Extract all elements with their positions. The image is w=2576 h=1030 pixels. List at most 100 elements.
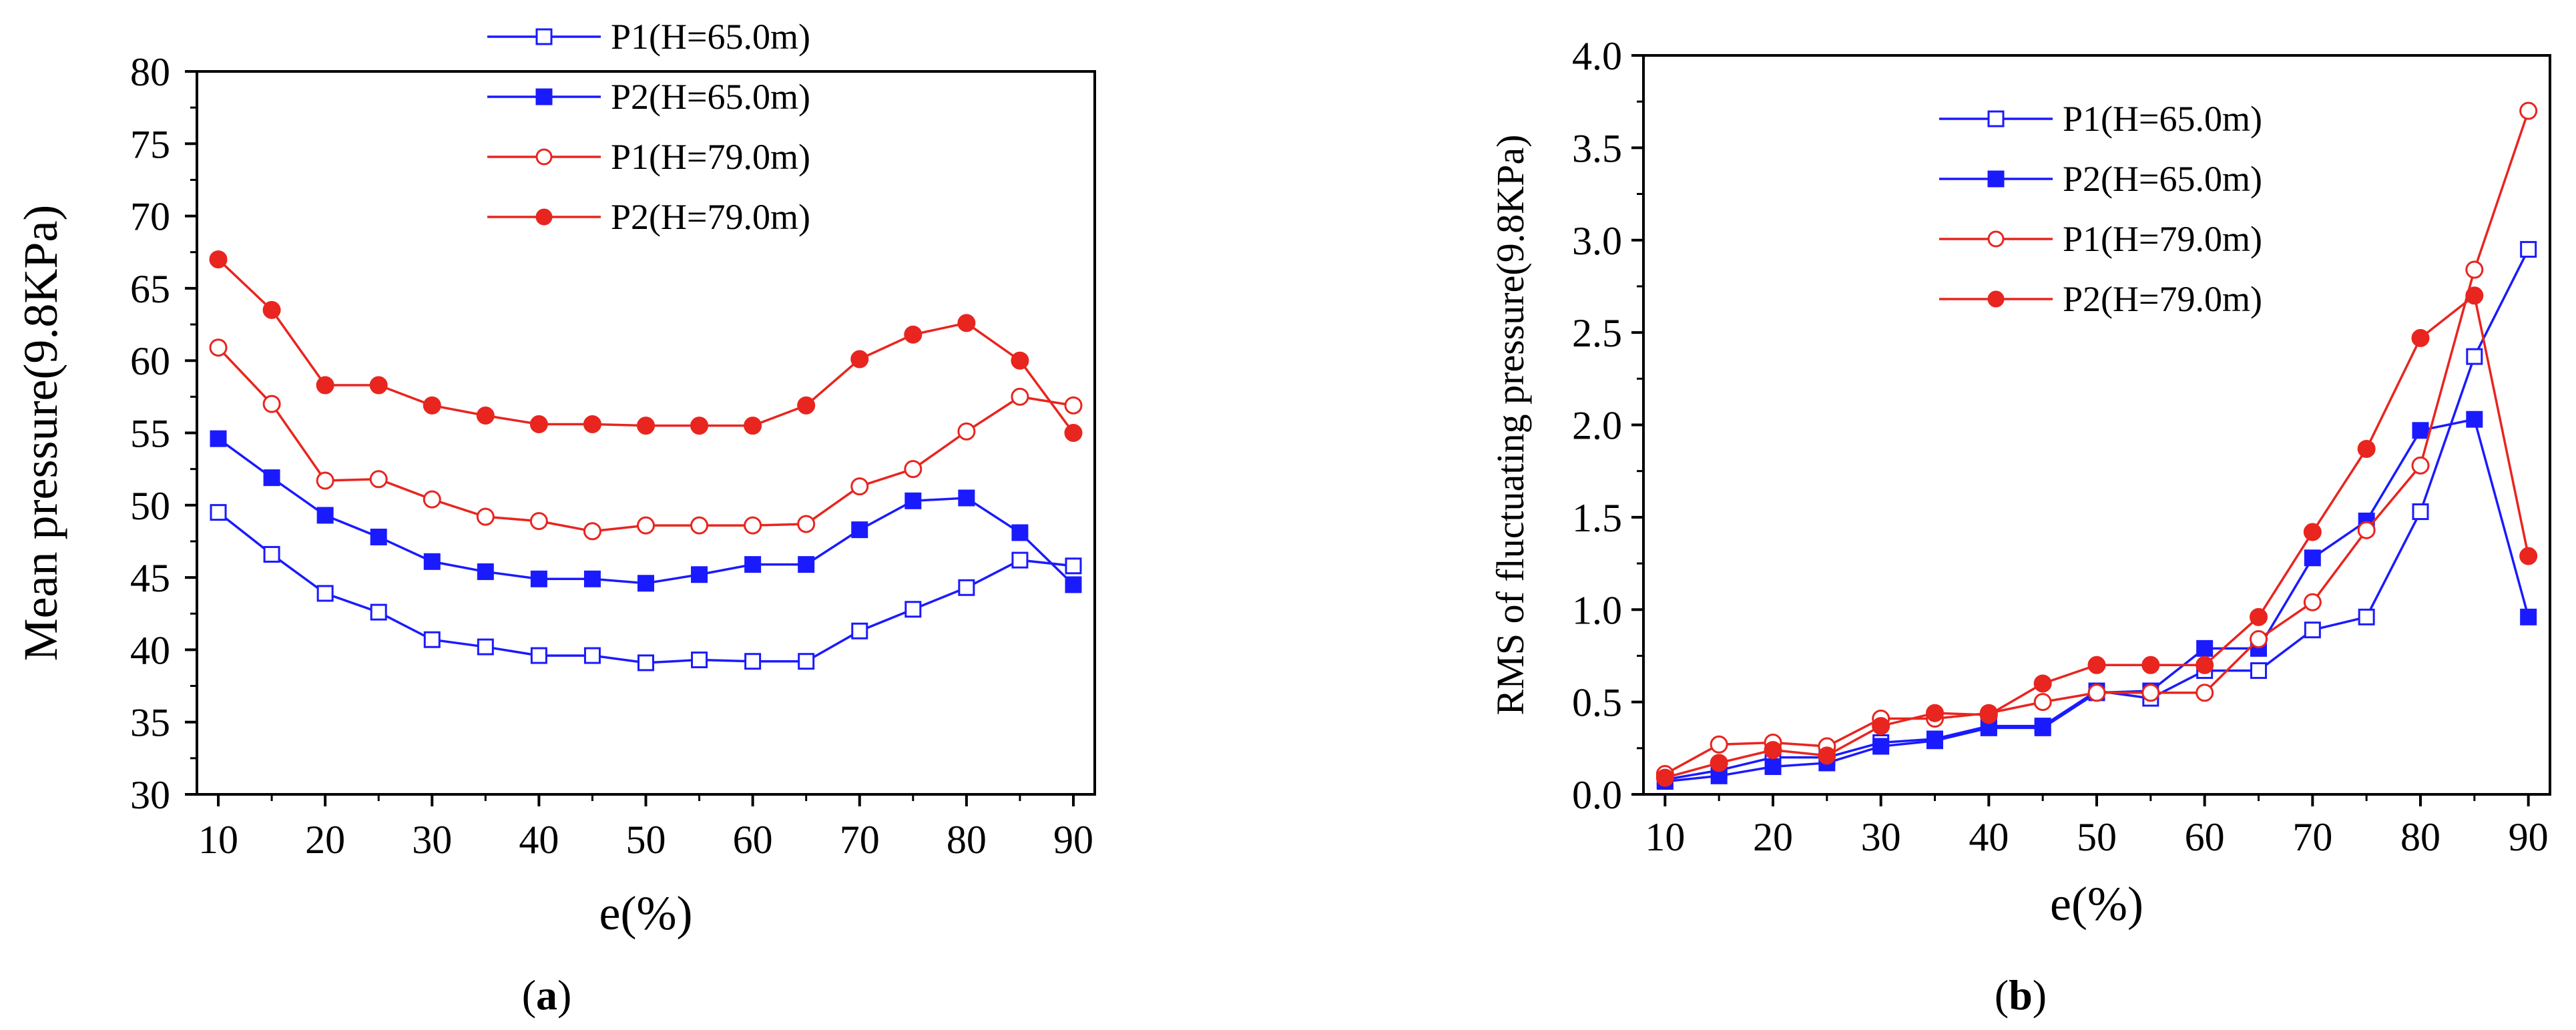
data-point (2357, 439, 2376, 458)
data-point (583, 570, 601, 587)
data-point (2250, 630, 2268, 649)
y-tick-label: 50 (130, 484, 170, 528)
data-point (2033, 674, 2052, 693)
data-point (851, 521, 868, 539)
data-point (1926, 732, 1943, 750)
data-point (2465, 260, 2484, 279)
data-point (851, 622, 868, 639)
x-tick-label: 10 (1645, 815, 1685, 859)
x-axis-title: e(%) (599, 886, 693, 940)
data-point (1818, 746, 1836, 765)
y-tick-label: 3.5 (1572, 126, 1622, 170)
data-point (477, 563, 494, 580)
data-point (1655, 768, 1674, 787)
data-point (1710, 754, 1728, 772)
y-tick-label: 0.5 (1572, 681, 1622, 725)
legend-marker (1987, 230, 2005, 248)
y-tick-label: 4.0 (1572, 34, 1622, 78)
x-tick-label: 20 (305, 818, 345, 862)
legend-label: P2(H=79.0m) (2063, 279, 2262, 319)
x-axis-title: e(%) (2050, 877, 2143, 931)
data-point (744, 516, 762, 535)
data-point (850, 350, 869, 368)
data-point (2141, 684, 2160, 702)
data-point (2412, 503, 2429, 521)
x-tick-label: 50 (626, 818, 666, 862)
x-tick-label: 20 (1753, 815, 1793, 859)
y-axis-title: RMS of fluctuating pressure(9.8KPa) (1489, 135, 1532, 716)
data-point (583, 522, 601, 541)
data-point (530, 647, 547, 664)
data-point (798, 556, 815, 573)
data-point (2303, 593, 2322, 611)
y-tick-label: 1.0 (1572, 588, 1622, 632)
data-point (1764, 741, 1782, 760)
data-point (262, 300, 281, 319)
y-axis-title: Mean pressure(9.8KPa) (14, 205, 67, 662)
x-tick-label: 60 (2185, 815, 2225, 859)
data-point (262, 395, 281, 413)
data-point (1064, 424, 1083, 442)
data-point (1979, 706, 1998, 724)
data-point (637, 417, 655, 435)
legend: P1(H=65.0m) P2(H=65.0m) P1(H=79.0m) P2(H=79… (1939, 99, 2262, 319)
data-point (423, 631, 441, 648)
data-point (316, 507, 334, 524)
data-point (370, 603, 387, 621)
data-point (370, 528, 387, 545)
y-tick-label: 2.0 (1572, 404, 1622, 448)
legend-label: P1(H=65.0m) (611, 17, 810, 57)
y-tick-label: 0.0 (1572, 773, 1622, 817)
data-point (2196, 656, 2214, 674)
legend-marker (1987, 290, 2005, 308)
y-tick-label: 75 (130, 122, 170, 166)
x-tick-label: 30 (412, 818, 452, 862)
data-point (1710, 735, 1728, 754)
data-point (2466, 411, 2483, 428)
data-point (957, 314, 976, 332)
data-point (583, 647, 601, 664)
legend-marker (535, 208, 553, 226)
data-point (2141, 656, 2160, 674)
y-tick-label: 40 (130, 628, 170, 672)
y-tick-label: 1.5 (1572, 496, 1622, 540)
x-tick-label: 80 (2400, 815, 2440, 859)
data-point (423, 396, 441, 415)
data-point (263, 545, 280, 563)
x-tick-label: 10 (198, 818, 238, 862)
x-tick-label: 50 (2077, 815, 2117, 859)
x-tick-label: 40 (519, 818, 559, 862)
data-point (2034, 719, 2051, 736)
x-tick-label: 40 (1969, 815, 2009, 859)
data-point (1064, 396, 1083, 415)
data-point (583, 415, 601, 434)
data-point (1065, 576, 1082, 593)
data-point (2250, 662, 2267, 680)
y-tick-label: 45 (130, 556, 170, 600)
data-point (691, 652, 708, 669)
data-point (2520, 241, 2537, 258)
data-point (690, 516, 709, 535)
data-point (423, 553, 441, 570)
data-point (2358, 608, 2375, 625)
data-point (2033, 693, 2052, 712)
data-point (958, 489, 975, 507)
y-tick-label: 2.5 (1572, 311, 1622, 355)
legend-marker (535, 28, 553, 45)
x-tick-label: 90 (1053, 818, 1093, 862)
data-point (2519, 101, 2538, 120)
data-point (2519, 547, 2538, 565)
data-point (905, 601, 922, 618)
data-point (691, 566, 708, 583)
data-point (2303, 523, 2322, 541)
legend-marker (535, 88, 553, 105)
caption-b: (b) (1995, 971, 2047, 1019)
data-point (209, 250, 228, 269)
data-point (2465, 286, 2484, 305)
data-point (369, 470, 388, 489)
chart-panel-b: 0.0 0.5 1.0 1.5 2.0 2.5 3.0 3.5 4.0 10 20 30 40 50 60 7… (1489, 34, 2551, 931)
y-tick-label: 60 (130, 339, 170, 383)
data-point (904, 460, 923, 479)
legend-marker (1987, 170, 2005, 188)
